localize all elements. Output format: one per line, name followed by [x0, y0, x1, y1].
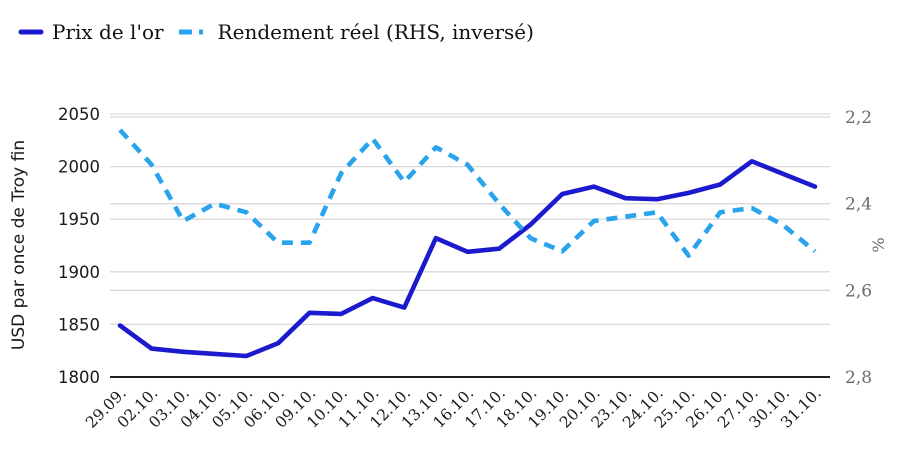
legend-label-gold-price: Prix de l'or	[52, 20, 164, 44]
legend-item-real-yield: Rendement réel (RHS, inversé)	[178, 20, 534, 44]
gold-price-line	[117, 159, 818, 359]
right-axis-tick-label: 2,2	[845, 108, 872, 128]
legend-item-gold-price: Prix de l'or	[18, 20, 164, 44]
left-axis-tick-label: 1850	[58, 315, 100, 334]
left-axis-tick-label: 1800	[58, 368, 100, 387]
left-axis-tick-label: 2000	[58, 158, 100, 177]
right-axis-title: %	[869, 237, 888, 252]
legend-label-real-yield: Rendement réel (RHS, inversé)	[217, 20, 534, 44]
right-axis-tick-label: 2,8	[845, 368, 872, 388]
legend: Prix de l'or Rendement réel (RHS, invers…	[18, 20, 534, 44]
left-axis-tick-label: 1950	[58, 210, 100, 229]
left-axis-tick-label: 1900	[58, 263, 100, 282]
right-axis-tick-label: 2,6	[845, 281, 872, 301]
left-axis-title: USD par once de Troy fin	[9, 140, 29, 350]
yield-line-swatch-icon	[178, 29, 209, 35]
right-axis-tick-label: 2,4	[845, 195, 872, 215]
gold-line-swatch-icon	[18, 29, 44, 35]
left-axis-tick-label: 2050	[58, 105, 100, 124]
real-yield-line	[118, 128, 817, 258]
